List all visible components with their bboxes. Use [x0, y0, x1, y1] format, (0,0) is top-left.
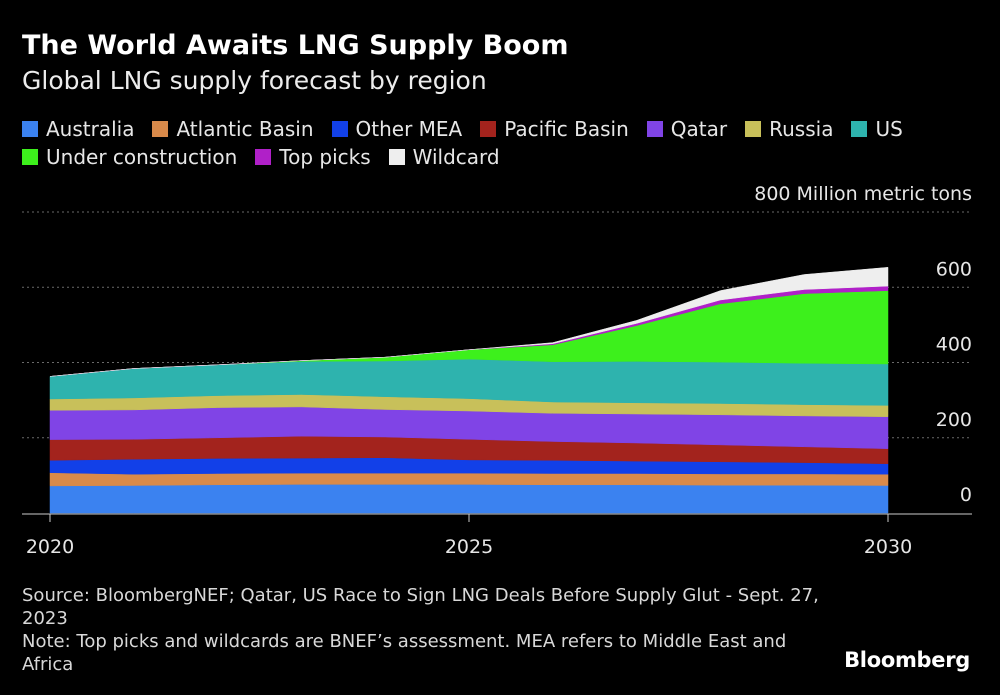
y-tick-label: 400: [936, 334, 972, 356]
legend-item-pacific-basin: Pacific Basin: [480, 117, 629, 141]
area-wildcard: [49, 267, 889, 377]
y-tick-label: 200: [936, 409, 972, 431]
y-tick-label: 600: [936, 258, 972, 280]
legend-item-us: US: [851, 117, 903, 141]
legend-swatch: [152, 121, 169, 137]
x-tick-label: 2025: [445, 536, 493, 558]
legend-label: Russia: [769, 117, 834, 141]
note-text: Note: Top picks and wildcards are BNEF’s…: [22, 631, 787, 675]
chart-title: The World Awaits LNG Supply Boom: [22, 30, 569, 61]
legend-row-1: Australia Atlantic Basin Other MEA Pacif…: [22, 115, 982, 143]
area-australia: [49, 484, 889, 514]
legend-label: Other MEA: [355, 117, 463, 141]
legend-swatch: [851, 121, 868, 137]
legend-label: Wildcard: [412, 145, 500, 169]
legend-label: Top picks: [279, 145, 371, 169]
legend-label: Under construction: [46, 145, 238, 169]
legend-swatch: [331, 121, 348, 137]
legend-label: Atlantic Basin: [176, 117, 314, 141]
legend-swatch: [646, 121, 663, 137]
legend-swatch: [480, 121, 497, 137]
source-note: Source: BloombergNEF; Qatar, US Race to …: [22, 584, 822, 676]
bloomberg-logo: Bloomberg: [844, 648, 970, 672]
legend-row-2: Under construction Top picks Wildcard: [22, 143, 982, 171]
legend-swatch: [388, 149, 405, 165]
legend-item-atlantic-basin: Atlantic Basin: [152, 117, 314, 141]
legend-item-top-picks: Top picks: [255, 145, 371, 169]
legend-label: US: [875, 117, 903, 141]
y-tick-label: 800 Million metric tons: [754, 183, 972, 205]
y-tick-label: 0: [960, 484, 972, 506]
y-axis-labels: 0 200 400 600 800 Million metric tons: [754, 183, 972, 506]
source-text: Source: BloombergNEF; Qatar, US Race to …: [22, 585, 819, 629]
legend-item-qatar: Qatar: [646, 117, 728, 141]
legend-item-wildcard: Wildcard: [388, 145, 500, 169]
legend-label: Australia: [46, 117, 135, 141]
x-tick-label: 2020: [26, 536, 74, 558]
stacked-areas: [49, 267, 889, 514]
legend-item-australia: Australia: [22, 117, 134, 141]
area-atlantic-basin: [49, 472, 889, 487]
chart-subtitle: Global LNG supply forecast by region: [22, 66, 487, 95]
legend-item-russia: Russia: [745, 117, 833, 141]
x-axis: 2020 2025 2030: [22, 513, 972, 558]
legend-swatch: [255, 149, 272, 165]
legend-swatch: [22, 121, 38, 137]
x-tick-label: 2030: [864, 536, 912, 558]
legend-item-other-mea: Other MEA: [331, 117, 463, 141]
legend-swatch: [22, 149, 38, 165]
legend-label: Qatar: [670, 117, 728, 141]
legend-swatch: [745, 121, 762, 137]
legend-item-under-construction: Under construction: [22, 145, 237, 169]
legend: Australia Atlantic Basin Other MEA Pacif…: [22, 115, 982, 171]
legend-label: Pacific Basin: [504, 117, 629, 141]
